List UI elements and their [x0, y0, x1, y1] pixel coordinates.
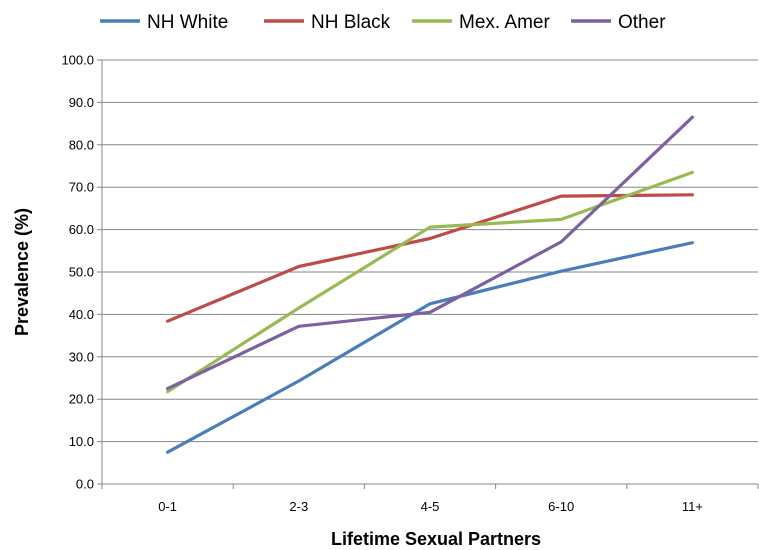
y-tick-label: 100.0 [61, 53, 94, 68]
x-axis-tick-labels: 0-1 2-3 4-5 6-10 11+ [158, 499, 703, 514]
gridlines [102, 59, 758, 443]
series-line-nh-black [166, 193, 695, 323]
y-tick-label: 90.0 [69, 95, 94, 110]
y-axis-tick-labels: 0.0 10.0 20.0 30.0 40.0 50.0 60.0 70.0 80.0 90.0 1… [61, 53, 94, 492]
y-tick-label: 0.0 [76, 477, 94, 492]
legend-label: NH Black [311, 12, 391, 33]
x-tick-label: 0-1 [158, 499, 177, 514]
legend-item-nh-black: NH Black [264, 12, 391, 33]
series-lines [166, 115, 695, 454]
y-tick-label: 30.0 [69, 349, 94, 364]
x-tick-label: 6-10 [548, 499, 574, 514]
y-tick-label: 60.0 [69, 222, 94, 237]
series-line-mex-amer [166, 170, 695, 394]
legend-item-other: Other [571, 12, 666, 33]
y-tick-label: 10.0 [69, 434, 94, 449]
legend-label: Mex. Amer [459, 12, 550, 33]
series-line-other [166, 115, 695, 391]
y-tick-label: 50.0 [69, 265, 94, 280]
y-axis-title: Prevalence (%) [12, 208, 32, 336]
series-line-nh-white [166, 241, 695, 454]
legend-item-mex-amer: Mex. Amer [412, 12, 550, 33]
x-tick-label: 2-3 [289, 499, 308, 514]
y-tick-label: 70.0 [69, 180, 94, 195]
x-axis-title: Lifetime Sexual Partners [331, 529, 541, 549]
y-tick-label: 80.0 [69, 137, 94, 152]
legend-label: NH White [147, 12, 228, 33]
x-tick-label: 11+ [682, 499, 703, 514]
legend-item-nh-white: NH White [100, 12, 228, 33]
y-tick-label: 20.0 [69, 392, 94, 407]
legend-label: Other [618, 12, 666, 33]
axes [97, 59, 759, 489]
x-tick-label: 4-5 [421, 499, 440, 514]
legend: NH White NH Black Mex. Amer Other [100, 12, 666, 33]
y-tick-label: 40.0 [69, 307, 94, 322]
